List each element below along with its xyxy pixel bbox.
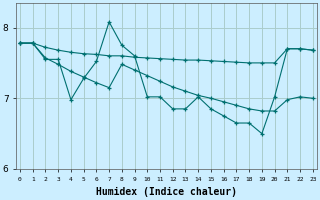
- X-axis label: Humidex (Indice chaleur): Humidex (Indice chaleur): [96, 187, 237, 197]
